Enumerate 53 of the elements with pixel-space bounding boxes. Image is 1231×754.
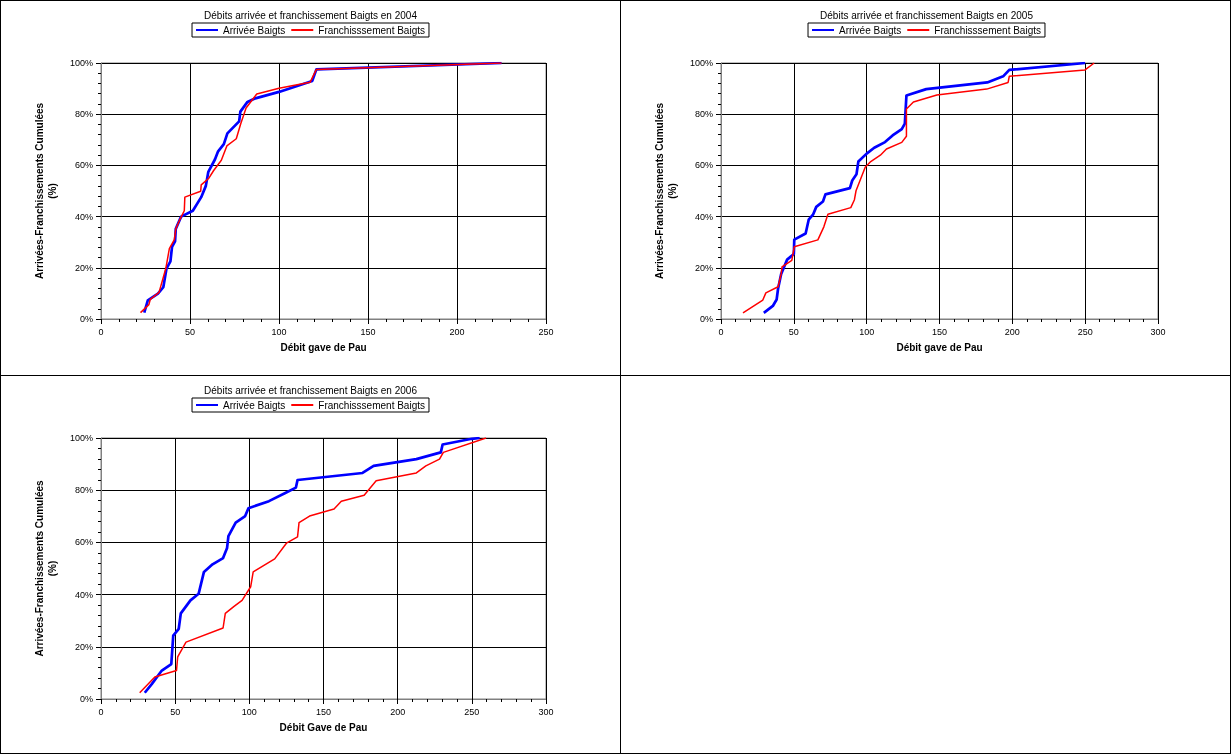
x-tick-label: 200 <box>1004 326 1020 337</box>
y-tick-label: 100% <box>69 433 93 443</box>
x-axis-title: Débit gave de Pau <box>896 342 983 353</box>
x-tick-label: 150 <box>931 326 948 337</box>
y-tick-label: 80% <box>694 109 713 120</box>
y-tick-label: 40% <box>74 211 93 222</box>
y-tick-label: 20% <box>74 262 93 273</box>
x-tick-label: 300 <box>538 706 554 717</box>
y-tick-label: 80% <box>74 109 93 120</box>
x-tick-label: 100 <box>241 706 257 717</box>
chart-title: Débits arrivée et franchissement Baigts en 2005 <box>820 9 1034 21</box>
x-tick-label: 250 <box>538 326 554 337</box>
y-axis-title: Arrivées-Franchissements Cumulées (%) <box>654 102 678 280</box>
chart-title: Débits arrivée et franchissement Baigts en 2006 <box>204 384 418 396</box>
x-tick-label: 200 <box>449 326 465 337</box>
x-tick-label: 250 <box>464 706 480 717</box>
x-tick-label: 50 <box>788 326 799 337</box>
legend-label: Arrivée Baigts <box>223 24 286 36</box>
x-tick-label: 100 <box>271 326 287 337</box>
x-tick-label: 250 <box>1077 326 1093 337</box>
legend-label: Arrivée Baigts <box>223 399 286 411</box>
y-tick-label: 80% <box>74 485 93 496</box>
x-tick-label: 150 <box>315 706 332 717</box>
y-tick-label: 60% <box>74 160 93 171</box>
y-tick-label: 0% <box>699 314 713 324</box>
y-tick-label: 20% <box>74 641 93 652</box>
legend-label: Arrivée Baigts <box>839 24 902 36</box>
y-tick-label: 0% <box>79 694 93 704</box>
y-axis-title: Arrivées-Franchissements Cumulées (%) <box>34 479 58 657</box>
x-tick-label: 50 <box>184 326 196 337</box>
y-tick-label: 60% <box>74 537 93 548</box>
x-axis-title: Débit Gave de Pau <box>279 722 368 733</box>
x-tick-label: 150 <box>360 326 376 337</box>
x-tick-label: 300 <box>1150 326 1166 337</box>
legend-label: Franchisssement Baigts <box>318 399 425 411</box>
y-tick-label: 40% <box>74 589 93 600</box>
y-tick-label: 0% <box>79 314 93 324</box>
y-tick-label: 20% <box>694 262 713 273</box>
y-tick-label: 40% <box>694 211 713 222</box>
y-axis-title: Arrivées-Franchissements Cumulées (%) <box>34 102 58 280</box>
x-tick-label: 200 <box>390 706 406 717</box>
x-tick-label: 50 <box>170 706 181 717</box>
x-tick-label: 0 <box>718 326 724 337</box>
chart-title: Débits arrivée et franchissement Baigts en 2004 <box>204 9 418 21</box>
legend-label: Franchisssement Baigts <box>318 24 425 36</box>
y-tick-label: 60% <box>694 160 713 171</box>
legend-label: Franchisssement Baigts <box>934 24 1041 36</box>
x-tick-label: 0 <box>98 326 104 337</box>
y-tick-label: 100% <box>69 58 93 68</box>
y-tick-label: 100% <box>689 58 713 68</box>
x-tick-label: 100 <box>859 326 875 337</box>
x-tick-label: 0 <box>98 706 104 717</box>
x-axis-title: Débit gave de Pau <box>280 342 367 353</box>
